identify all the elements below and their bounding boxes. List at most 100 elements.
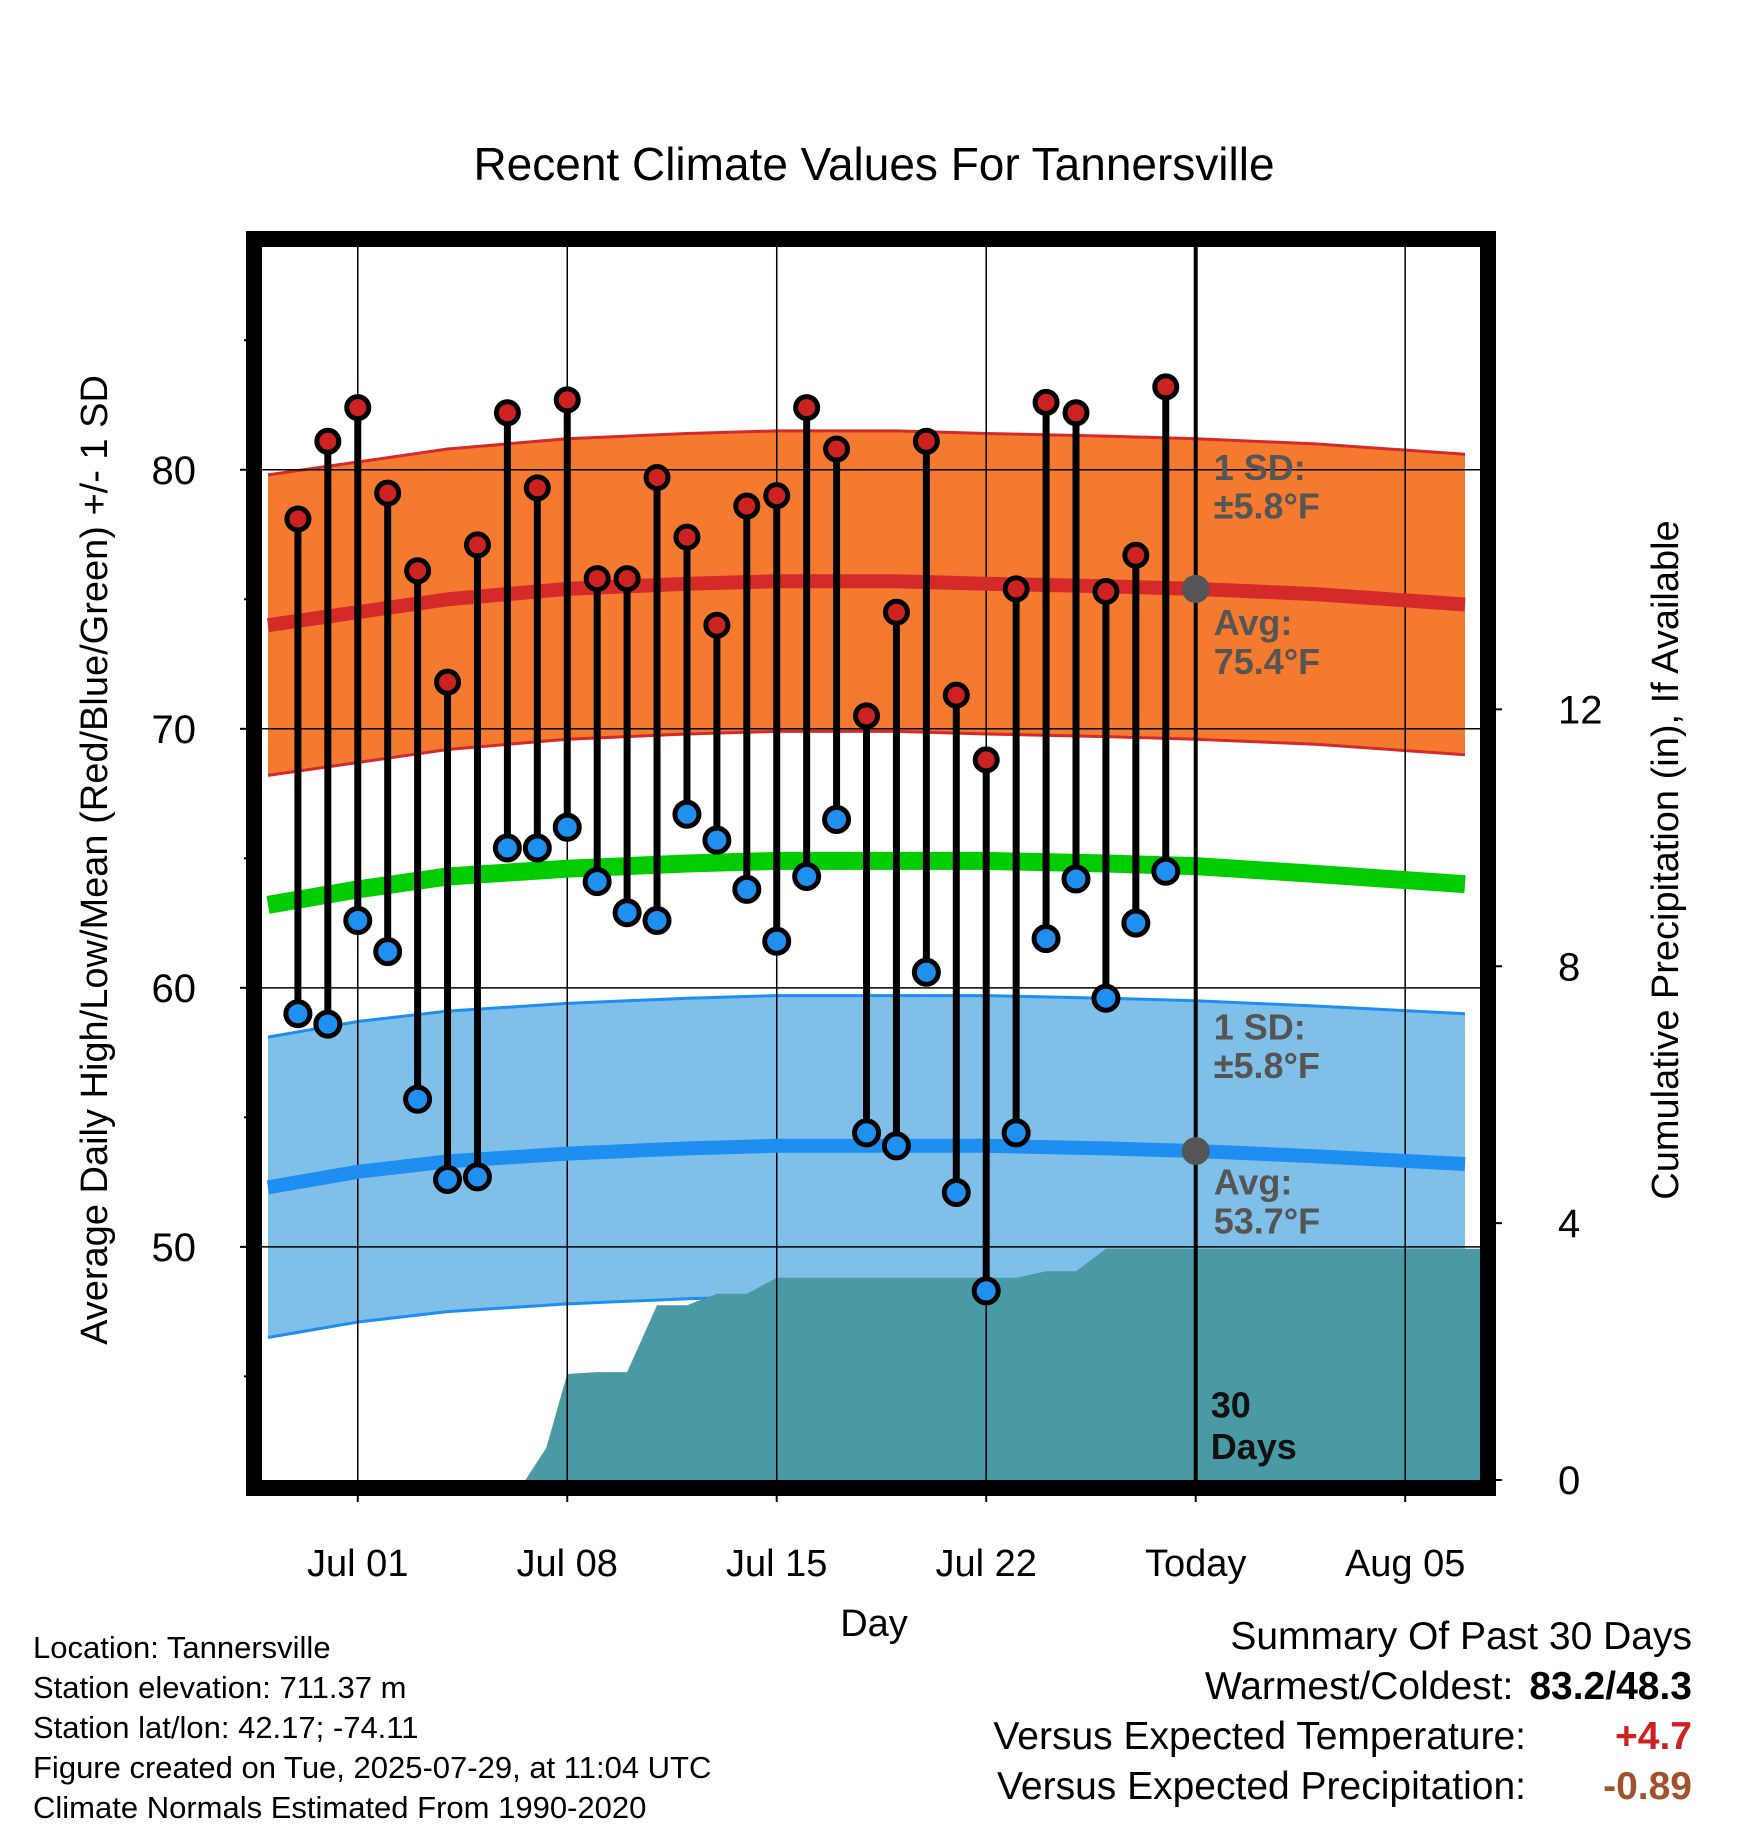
- obs-low-point-9: [522, 833, 552, 863]
- low-band-upper-edge: [267, 994, 1466, 1039]
- y2-tick-label-2: 8: [1558, 945, 1580, 989]
- obs-high-point-18: [793, 394, 821, 422]
- avg-low-line: [266, 1138, 1466, 1195]
- warm-cold-value: 83.2/48.3: [1529, 1665, 1692, 1708]
- high-avg-value: 75.4°F: [1214, 641, 1320, 682]
- high-avg-label: Avg:: [1214, 602, 1293, 643]
- low-avg-value: 53.7°F: [1214, 1201, 1320, 1242]
- obs-high-point-7: [463, 531, 491, 559]
- obs-high-point-2: [314, 427, 342, 455]
- normals-text: Climate Normals Estimated From 1990-2020: [33, 1790, 647, 1825]
- obs-low-point-16: [732, 874, 762, 904]
- obs-low-point-27: [1061, 864, 1091, 894]
- high-sd-value: ±5.8°F: [1214, 486, 1320, 527]
- obs-high-point-30: [1152, 373, 1180, 401]
- latlon-text: Station lat/lon: 42.17; -74.11: [33, 1710, 419, 1745]
- y-axis-label: Average Daily High/Low/Mean (Red/Blue/Gr…: [74, 375, 116, 1345]
- obs-low-point-6: [433, 1165, 463, 1195]
- obs-high-point-22: [912, 427, 940, 455]
- precip-area: [267, 1248, 1480, 1480]
- precip-row: Versus Expected Precipitation: -0.89: [993, 1762, 1692, 1812]
- low-avg-label: Avg:: [1214, 1162, 1293, 1203]
- normal-lines: [266, 247, 1466, 1480]
- obs-low-point-5: [403, 1084, 433, 1114]
- observations: [283, 373, 1181, 1306]
- created-text: Figure created on Tue, 2025-07-29, at 11…: [33, 1750, 712, 1785]
- obs-low-point-24: [971, 1276, 1001, 1306]
- plot-border: [246, 231, 1496, 1496]
- temp-value: +4.7: [1615, 1715, 1692, 1758]
- obs-low-point-22: [911, 957, 941, 987]
- plot-frame: [246, 231, 1496, 1496]
- today-high-marker: [1181, 574, 1210, 603]
- obs-low-point-2: [313, 1009, 343, 1039]
- obs-high-point-23: [942, 681, 970, 709]
- y2-tick-label-0: 0: [1558, 1459, 1580, 1503]
- temp-row: Versus Expected Temperature: +4.7: [993, 1712, 1692, 1762]
- obs-low-point-10: [552, 812, 582, 842]
- y-tick-label-0: 50: [152, 1226, 197, 1270]
- obs-high-point-6: [434, 668, 462, 696]
- obs-low-point-13: [642, 905, 672, 935]
- obs-low-point-19: [822, 804, 852, 834]
- summary-panel: Summary Of Past 30 Days Warmest/Coldest:…: [993, 1612, 1692, 1812]
- precip-label: Versus Expected Precipitation:: [997, 1765, 1526, 1808]
- obs-low-point-3: [343, 905, 373, 935]
- summary-title: Summary Of Past 30 Days: [1230, 1615, 1692, 1658]
- y-tick-label-1: 60: [152, 967, 197, 1011]
- x-tick-label-1: Jul 08: [517, 1543, 618, 1585]
- obs-high-point-11: [583, 565, 611, 593]
- obs-low-point-7: [462, 1162, 492, 1192]
- low-sd-label: 1 SD:: [1214, 1006, 1306, 1047]
- obs-low-point-21: [881, 1131, 911, 1161]
- obs-high-point-26: [1032, 388, 1060, 416]
- obs-high-point-20: [853, 702, 881, 730]
- today-low-marker: [1181, 1137, 1210, 1166]
- elevation-text: Station elevation: 711.37 m: [33, 1670, 407, 1705]
- warm-cold-row: Warmest/Coldest: 83.2/48.3: [993, 1662, 1692, 1712]
- obs-high-point-29: [1122, 541, 1150, 569]
- obs-low-point-17: [762, 926, 792, 956]
- x-tick-label-2: Jul 15: [726, 1543, 827, 1585]
- obs-low-point-28: [1091, 983, 1121, 1013]
- obs-low-point-20: [852, 1118, 882, 1148]
- obs-low-point-4: [373, 937, 403, 967]
- y2-tick-label-3: 12: [1558, 688, 1603, 732]
- y2-axis-label: Cumulative Precipitation (in), If Availa…: [1645, 520, 1687, 1199]
- x-tick-label-4: Today: [1145, 1543, 1246, 1585]
- obs-high-point-12: [613, 565, 641, 593]
- obs-high-point-5: [404, 557, 432, 585]
- obs-high-point-27: [1062, 399, 1090, 427]
- obs-high-point-1: [284, 505, 312, 533]
- days-count-label: 30: [1211, 1384, 1251, 1425]
- obs-high-point-28: [1092, 578, 1120, 606]
- obs-low-point-18: [792, 861, 822, 891]
- high-band-upper-edge: [267, 429, 1466, 477]
- warm-cold-label: Warmest/Coldest:: [1204, 1665, 1514, 1708]
- obs-low-point-15: [702, 825, 732, 855]
- chart-title: Recent Climate Values For Tannersville: [473, 138, 1274, 190]
- obs-low-point-26: [1031, 924, 1061, 954]
- y2-tick-label-1: 4: [1558, 1202, 1580, 1246]
- obs-high-point-19: [823, 435, 851, 463]
- obs-low-point-11: [582, 867, 612, 897]
- obs-high-point-15: [703, 611, 731, 639]
- x-axis-label: Day: [840, 1603, 908, 1645]
- obs-high-point-17: [763, 482, 791, 510]
- x-tick-label-5: Aug 05: [1345, 1543, 1465, 1585]
- obs-high-point-4: [374, 479, 402, 507]
- y-tick-label-2: 70: [152, 708, 197, 752]
- obs-high-point-3: [344, 394, 372, 422]
- obs-high-point-14: [673, 523, 701, 551]
- axes: Jul 01 Jul 08 Jul 15 Jul 22 Today Aug 05 50 60 7…: [152, 339, 1603, 1585]
- avg-mean-line: [266, 851, 1466, 914]
- y-tick-label-3: 80: [152, 449, 197, 493]
- obs-low-point-14: [672, 799, 702, 829]
- obs-high-point-16: [733, 492, 761, 520]
- obs-low-point-8: [492, 833, 522, 863]
- obs-high-point-10: [553, 386, 581, 414]
- obs-high-point-21: [882, 598, 910, 626]
- obs-low-point-23: [941, 1177, 971, 1207]
- location-text: Location: Tannersville: [33, 1630, 331, 1665]
